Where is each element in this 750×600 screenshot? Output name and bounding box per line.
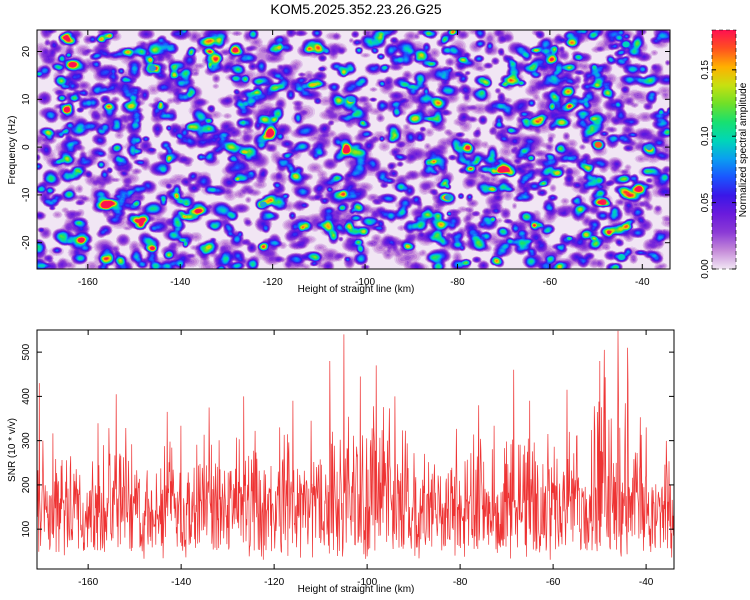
heatmap-y-tick-label: -20 [21, 235, 32, 250]
colorbar-frame [711, 29, 737, 270]
heatmap-y-axis: -20 -10 0 10 20 [21, 46, 670, 250]
snr-x-axis-label: Height of straight line (km) [298, 584, 415, 595]
heatmap-x-tick-label: -60 [543, 277, 558, 288]
colorbar-ticks: 0.00 0.05 0.10 0.15 [700, 60, 736, 279]
snr-x-tick-label: -40 [639, 577, 654, 588]
snr-x-tick-label: -140 [171, 577, 191, 588]
snr-x-tick-label: -80 [453, 577, 468, 588]
colorbar-tick-label: 0.00 [700, 259, 711, 279]
colorbar: 0.00 0.05 0.10 0.15 Normalized spectral amp… [700, 29, 749, 279]
heatmap-x-tick-label: -120 [263, 277, 283, 288]
snr-x-tick-label: -120 [264, 577, 284, 588]
snr-y-axis: 100 200 300 400 500 [21, 343, 674, 538]
hot-spot-mark [594, 141, 602, 148]
snr-y-tick-label: 100 [21, 520, 32, 537]
hot-spot-mark [599, 199, 607, 206]
hot-spot-mark [259, 201, 267, 208]
heatmap-x-tick-label: -160 [78, 277, 98, 288]
hot-spot-mark [645, 144, 653, 151]
snr-series-line [37, 330, 674, 560]
hot-spot-mark [622, 41, 630, 48]
heatmap-image [37, 30, 670, 269]
snr-y-tick-label: 400 [21, 388, 32, 405]
snr-y-tick-label: 300 [21, 432, 32, 449]
heatmap-x-tick-label: -80 [450, 277, 465, 288]
heatmap-frame [36, 29, 671, 270]
colorbar-tick-label: 0.15 [700, 60, 711, 80]
snr-y-tick-label: 200 [21, 476, 32, 493]
snr-y-axis-label: SNR (10 * v/v) [7, 418, 18, 482]
heatmap-x-tick-label: -100 [355, 277, 375, 288]
colorbar-label: Normalized spectral amplitude [738, 82, 749, 217]
snr-x-tick-label: -60 [546, 577, 561, 588]
snr-x-tick-label: -100 [357, 577, 377, 588]
figure-title: KOM5.2025.352.23.26.G25 [270, 1, 441, 17]
heatmap-x-tick-label: -40 [635, 277, 650, 288]
snr-panel: -160 -140 -120 -100 -80 -60 -40 100 200 300 400 50… [7, 329, 675, 595]
hot-spot-mark [149, 65, 157, 72]
heatmap-y-tick-label: 20 [21, 46, 32, 58]
snr-x-axis: -160 -140 -120 -100 -80 -60 -40 [78, 330, 654, 588]
snr-y-tick-label: 500 [21, 343, 32, 360]
snr-x-tick-label: -160 [78, 577, 98, 588]
hot-spot-mark [444, 194, 452, 201]
snr-frame [36, 329, 675, 570]
hot-spot-mark [617, 254, 625, 261]
heatmap-x-tick-label: -140 [170, 277, 190, 288]
heatmap-y-tick-label: 0 [21, 144, 32, 150]
heatmap-y-axis-label: Frequency (Hz) [7, 116, 18, 185]
heatmap-x-axis-label: Height of straight line (km) [298, 284, 415, 295]
colorbar-tick-label: 0.05 [700, 192, 711, 212]
colorbar-gradient [712, 30, 736, 269]
hot-spot-mark [347, 96, 355, 103]
heatmap-y-tick-label: 10 [21, 93, 32, 105]
heatmap-x-axis: -160 -140 -120 -100 -80 -60 -40 [78, 30, 650, 288]
colorbar-tick-label: 0.10 [700, 126, 711, 146]
heatmap-y-tick-label: -10 [21, 187, 32, 202]
hot-spots [149, 41, 653, 261]
